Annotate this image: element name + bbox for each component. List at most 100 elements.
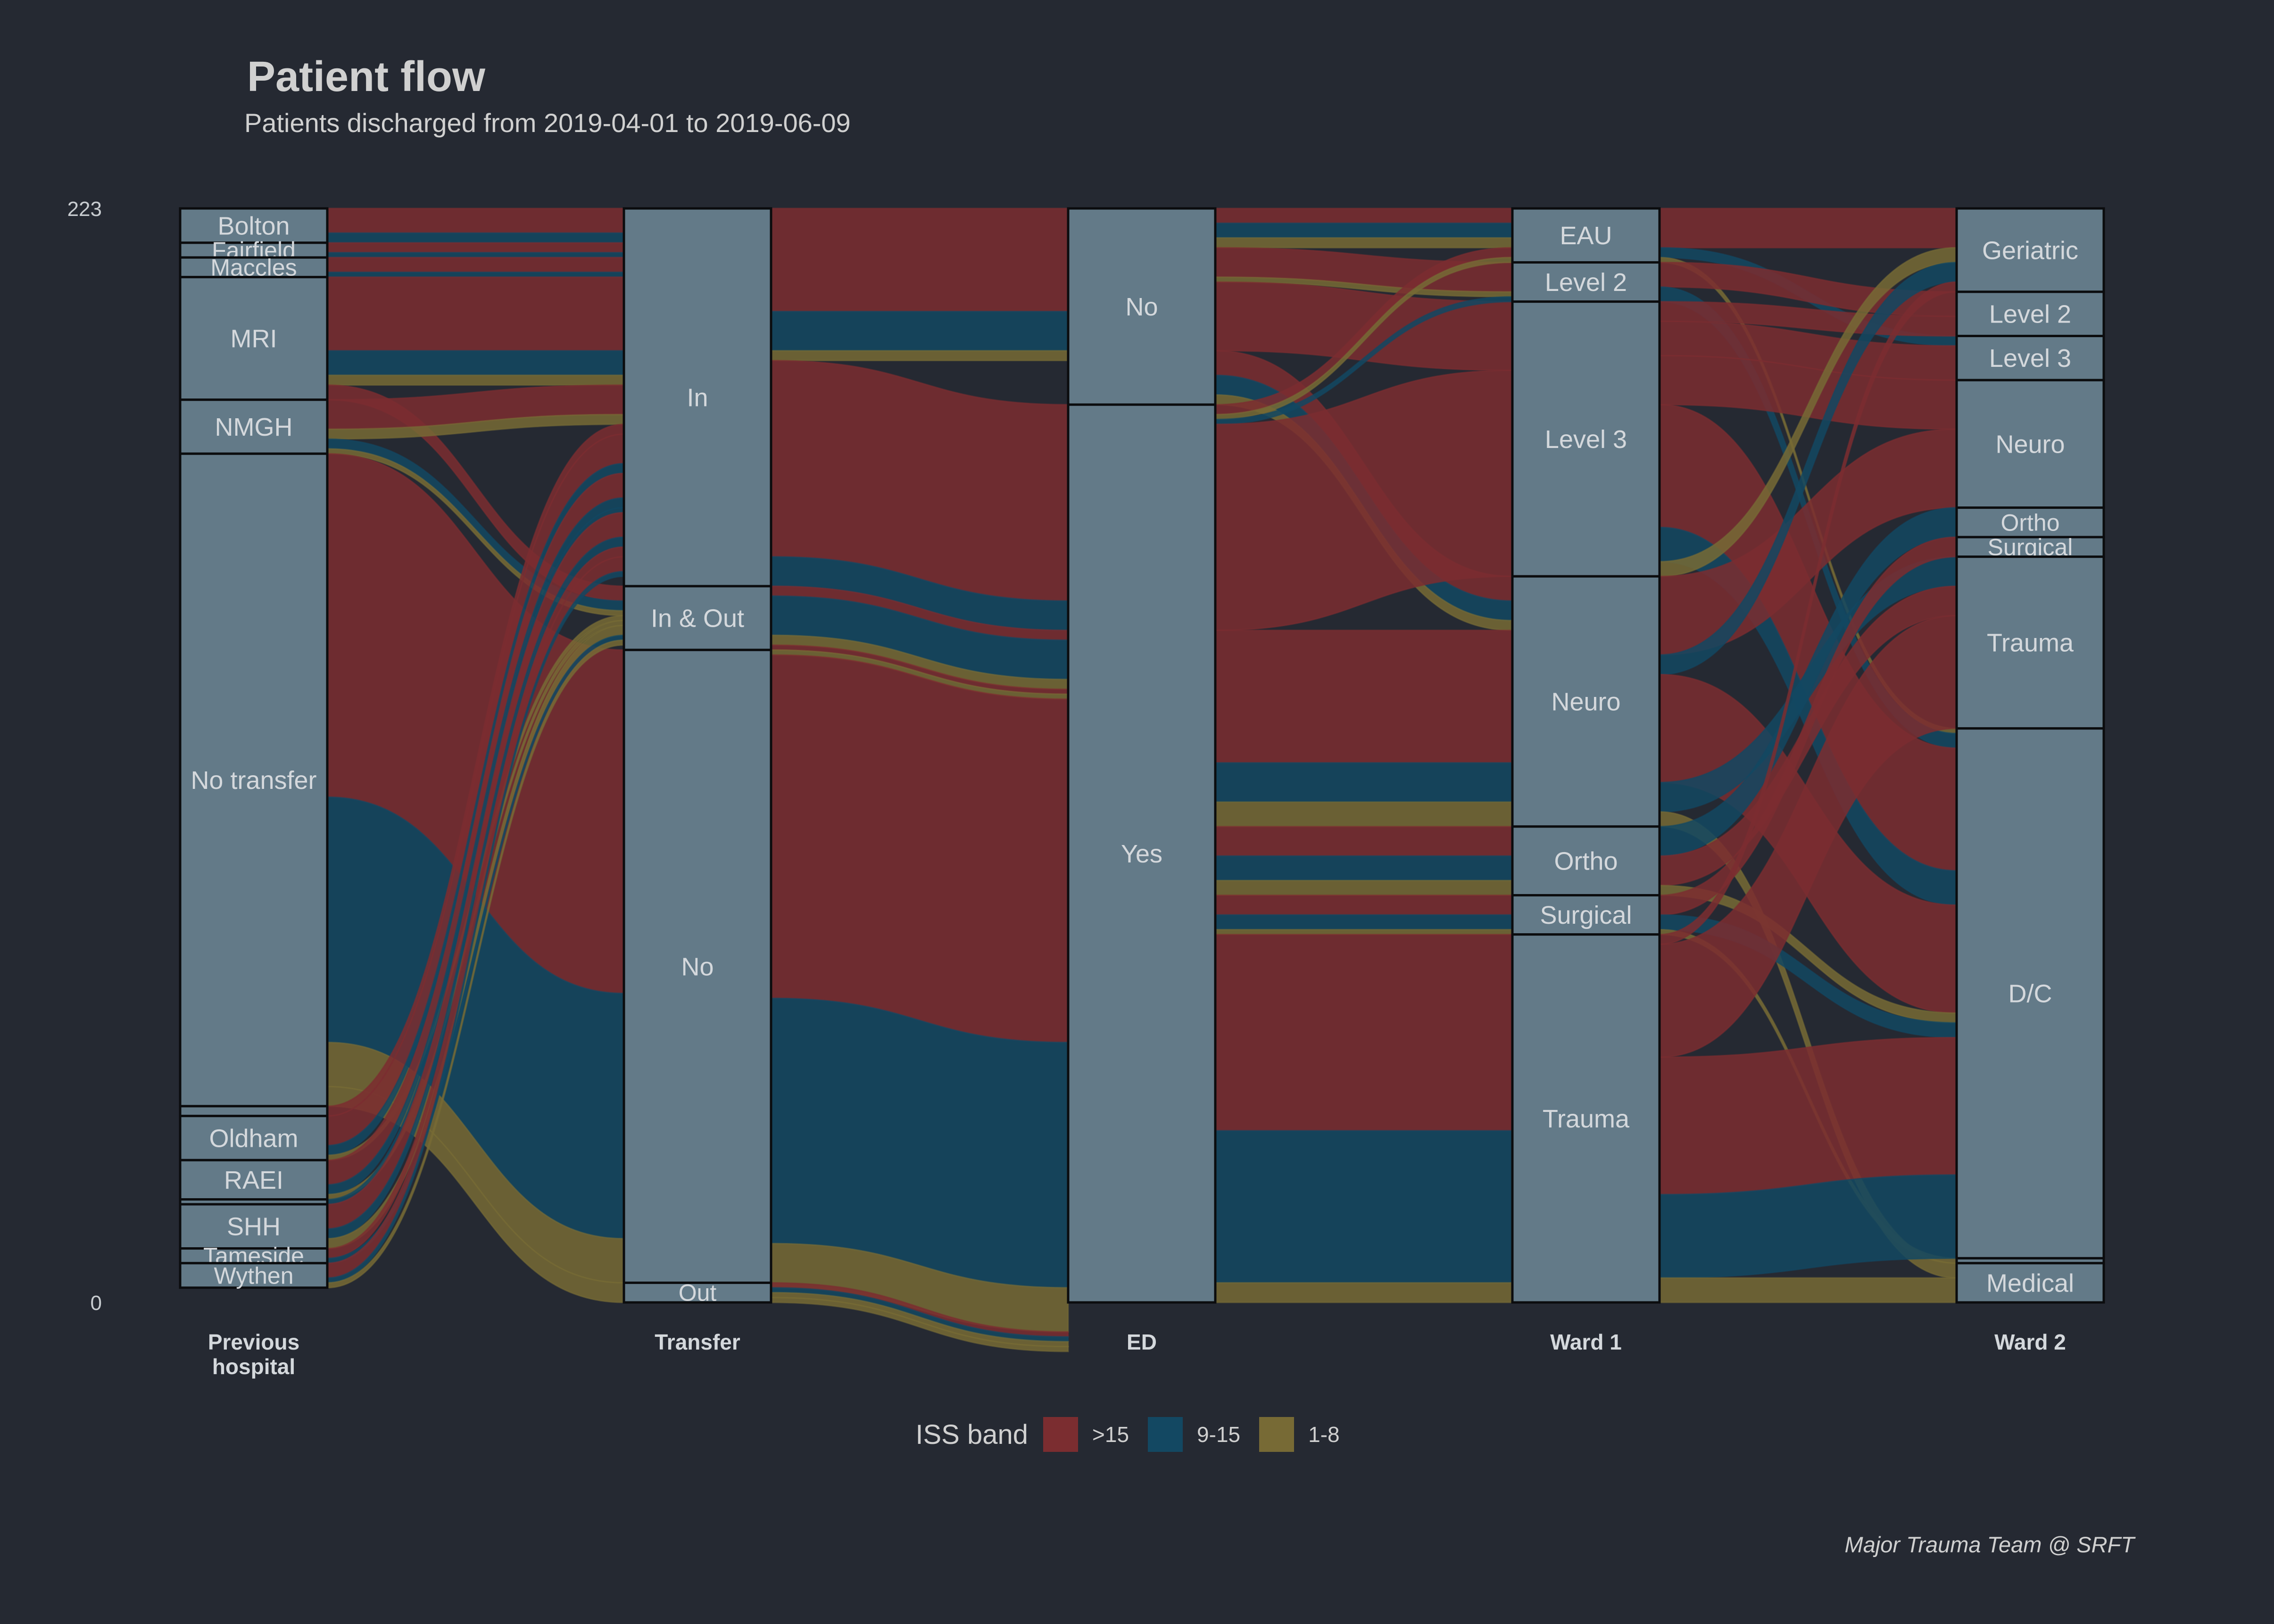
flow-51: [1214, 207, 1513, 224]
stratum-label-1-3: Out: [679, 1280, 717, 1306]
flow-4: [326, 257, 625, 273]
flow-5: [326, 271, 625, 278]
flow-0: [326, 207, 625, 234]
stratum-4-3: [1955, 379, 2105, 509]
stratum-label-4-4: Ortho: [2000, 509, 2059, 536]
stratum-0-4: [179, 398, 329, 455]
flow-75: [1214, 1282, 1513, 1303]
stratum-0-3: [179, 276, 329, 401]
stratum-4-7: [1955, 727, 2105, 1259]
chart-title: Patient flow: [247, 53, 486, 100]
stratum-label-3-4: Ortho: [1554, 847, 1618, 876]
stratum-label-0-5: No transfer: [191, 766, 316, 795]
stratum-label-0-7: Oldham: [209, 1124, 298, 1152]
chart-subtitle: Patients discharged from 2019-04-01 to 2…: [244, 108, 851, 138]
stratum-label-0-12: Wythen: [214, 1262, 293, 1289]
flow-7: [326, 350, 625, 376]
legend: ISS band >15 9-15 1-8: [0, 1417, 2274, 1452]
stratum-label-4-0: Geriatric: [1982, 236, 2078, 265]
stratum-label-1-2: No: [681, 953, 714, 981]
legend-label-2: 9-15: [1197, 1422, 1241, 1447]
stratum-0-11: [179, 1247, 329, 1265]
flow-52: [1214, 222, 1513, 239]
caption: Major Trauma Team @ SRFT: [1844, 1532, 2134, 1557]
flow-74: [1214, 1130, 1513, 1284]
flow-65: [1214, 762, 1513, 803]
stratum-4-4: [1955, 506, 2105, 539]
flow-100: [1659, 1036, 1958, 1195]
stratum-label-4-7: D/C: [2008, 979, 2052, 1008]
flow-35: [770, 310, 1069, 352]
flows-layer: [326, 207, 1958, 1352]
legend-title: ISS band: [915, 1419, 1029, 1450]
stratum-1-3: [622, 1281, 772, 1304]
stratum-4-0: [1955, 207, 2105, 293]
flow-2: [326, 242, 625, 254]
flow-44: [770, 654, 1069, 1044]
legend-key-3: [1259, 1417, 1295, 1452]
stratum-label-4-1: Level 2: [1989, 300, 2071, 329]
stratum-label-0-3: MRI: [231, 325, 277, 353]
stratum-0-0: [179, 207, 329, 244]
stratum-label-3-5: Surgical: [1540, 901, 1632, 929]
stratum-label-4-3: Neuro: [1995, 430, 2065, 458]
stratum-1-2: [622, 648, 772, 1284]
legend-label-3: 1-8: [1308, 1422, 1340, 1447]
stratum-label-4-9: Medical: [1986, 1269, 2074, 1297]
stratum-0-8: [179, 1159, 329, 1201]
stratum-label-4-2: Level 3: [1989, 344, 2071, 373]
flow-70: [1214, 894, 1513, 916]
stratum-4-6: [1955, 555, 2105, 730]
axis-label-4: Ward 2: [1994, 1330, 2066, 1354]
flow-68: [1214, 855, 1513, 881]
stratum-4-1: [1955, 290, 2105, 337]
stratum-0-12: [179, 1262, 329, 1289]
flow-71: [1214, 914, 1513, 930]
stratum-4-2: [1955, 334, 2105, 381]
stratum-label-2-1: Yes: [1121, 840, 1162, 868]
stratum-label-3-0: EAU: [1560, 222, 1612, 250]
flow-1: [326, 232, 625, 244]
y-tick-0: 0: [91, 1292, 102, 1315]
stratum-2-1: [1067, 403, 1217, 1304]
stratum-3-1: [1511, 261, 1661, 303]
flow-34: [770, 207, 1069, 312]
axis-label-0-1: hospital: [212, 1354, 295, 1379]
legend-key-2: [1148, 1417, 1183, 1452]
stratum-0-6: [179, 1105, 329, 1118]
flow-64: [1214, 630, 1513, 764]
stratum-2-0: [1067, 207, 1217, 406]
flow-50: [770, 1297, 1069, 1352]
flow-76: [1659, 207, 1958, 249]
stratum-1-0: [622, 207, 772, 588]
flow-6: [326, 276, 625, 352]
flow-36: [770, 350, 1069, 362]
flow-53: [1214, 237, 1513, 249]
stratum-3-4: [1511, 825, 1661, 897]
stratum-label-1-0: In: [687, 383, 708, 412]
axis-label-3: Ward 1: [1550, 1330, 1622, 1354]
stratum-0-1: [179, 241, 329, 259]
flow-66: [1214, 801, 1513, 828]
stratum-4-5: [1955, 536, 2105, 558]
stratum-label-3-3: Neuro: [1551, 688, 1620, 716]
stratum-label-0-0: Bolton: [217, 212, 290, 240]
stratum-label-2-0: No: [1125, 293, 1158, 321]
flow-102: [1659, 1277, 1958, 1303]
legend-label-1: >15: [1092, 1422, 1129, 1447]
stratum-label-4-6: Trauma: [1987, 629, 2074, 657]
stratum-label-0-10: SHH: [227, 1213, 281, 1241]
flow-8: [326, 374, 625, 386]
stratum-3-3: [1511, 575, 1661, 828]
stratum-label-0-4: NMGH: [215, 413, 293, 441]
stratum-3-0: [1511, 207, 1661, 264]
axis-label-2: ED: [1127, 1330, 1157, 1354]
stratum-label-1-1: In & Out: [651, 605, 744, 633]
stratum-3-6: [1511, 933, 1661, 1304]
axis-label-0-0: Previous: [208, 1330, 299, 1354]
axis-label-1: Transfer: [655, 1330, 740, 1354]
stratum-1-1: [622, 585, 772, 651]
flow-67: [1214, 826, 1513, 857]
